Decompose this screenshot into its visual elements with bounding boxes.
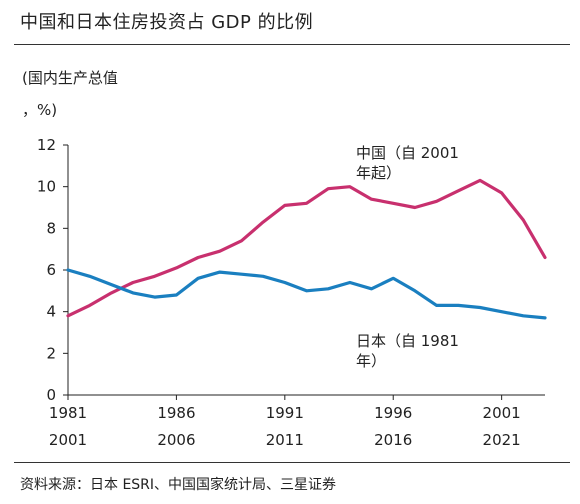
y-tick-label: 4 [46, 303, 56, 321]
x-tick-label-alt: 2001 [49, 431, 87, 449]
x-tick-label-alt: 2016 [374, 431, 412, 449]
series-line-china [66, 178, 547, 318]
y-tick-label: 8 [46, 219, 56, 237]
series-label-china-line-2: 年起） [356, 164, 401, 182]
y-tick-label: 0 [46, 386, 56, 404]
footer-divider [14, 462, 570, 463]
y-tick-label: 12 [37, 136, 56, 154]
x-tick-label-alt: 2021 [483, 431, 521, 449]
series-label-japan-line-1: 日本（自 1981 [356, 332, 459, 350]
y-tick-label: 10 [37, 178, 56, 196]
chart-title: 中国和日本住房投资占 GDP 的比例 [20, 12, 314, 33]
series-label-japan-line-2: 年） [356, 352, 386, 370]
source-note: 资料来源：日本 ESRI、中国国家统计局、三星证券 [20, 477, 337, 493]
y-axis-label-line-1: (国内生产总值 [22, 69, 118, 87]
x-tick-label: 1991 [266, 404, 304, 422]
x-tick-label: 1996 [374, 404, 412, 422]
x-tick-label: 1981 [49, 404, 87, 422]
x-tick-label: 1986 [157, 404, 195, 422]
y-tick-label: 6 [46, 261, 56, 279]
y-tick-label: 2 [46, 344, 56, 362]
series-label-china-line-1: 中国（自 2001 [356, 144, 459, 162]
y-axis-label-line-2: ，%) [22, 101, 57, 119]
title-divider [14, 44, 570, 45]
series-line-japan [66, 268, 547, 320]
x-tick-label-alt: 2011 [266, 431, 304, 449]
x-tick-label-alt: 2006 [157, 431, 195, 449]
x-tick-label: 2001 [483, 404, 521, 422]
